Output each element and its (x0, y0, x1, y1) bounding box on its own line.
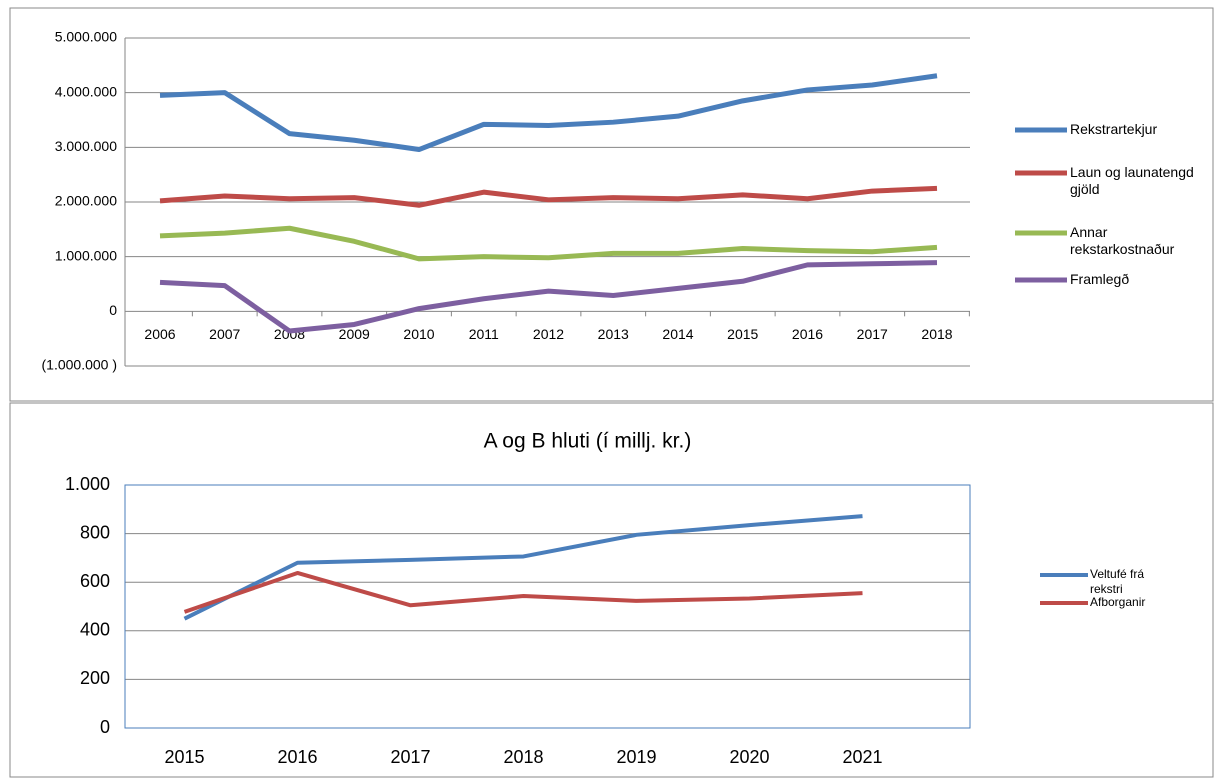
x-tick-label: 2015 (164, 747, 204, 767)
y-tick-label: 1.000 (65, 474, 110, 494)
y-tick-label: (1.000.000 ) (42, 357, 118, 373)
series-line (159, 73, 938, 153)
x-tick-label: 2009 (339, 326, 370, 342)
series-line (159, 225, 938, 262)
y-tick-label: 3.000.000 (55, 138, 117, 154)
x-tick-label: 2010 (403, 326, 434, 342)
y-tick-label: 4.000.000 (55, 83, 117, 99)
x-tick-label: 2016 (277, 747, 317, 767)
y-tick-label: 2.000.000 (55, 193, 117, 209)
y-tick-label: 5.000.000 (55, 29, 117, 45)
legend-label: Afborganir (1090, 595, 1146, 610)
y-tick-label: 200 (80, 668, 110, 688)
y-tick-label: 600 (80, 571, 110, 591)
y-tick-label: 0 (100, 717, 110, 737)
y-tick-label: 1.000.000 (55, 247, 117, 263)
x-tick-label: 2006 (144, 326, 175, 342)
chart-frame (9, 402, 1214, 778)
x-tick-label: 2007 (209, 326, 240, 342)
y-tick-label: 800 (80, 522, 110, 542)
series-line (183, 570, 863, 614)
series-line (159, 185, 938, 208)
legend-label: Framlegð (1070, 270, 1130, 287)
legend-label: Annar rekstarkostnaður (1070, 223, 1175, 258)
x-tick-label: 2019 (616, 747, 656, 767)
x-tick-label: 2020 (729, 747, 769, 767)
x-tick-label: 2011 (469, 326, 499, 342)
chart-frame (9, 7, 1214, 402)
x-tick-label: 2016 (792, 326, 823, 342)
x-tick-label: 2013 (598, 326, 629, 342)
x-tick-label: 2015 (727, 326, 758, 342)
y-tick-label: 0 (109, 302, 117, 318)
x-tick-label: 2012 (533, 326, 564, 342)
x-tick-label: 2014 (662, 326, 693, 342)
x-tick-label: 2017 (857, 326, 888, 342)
series-line (183, 514, 863, 621)
x-tick-label: 2018 (921, 326, 952, 342)
chart-title: A og B hluti (í millj. kr.) (484, 430, 692, 453)
legend-label: Rekstrartekjur (1070, 120, 1158, 137)
x-tick-label: 2017 (390, 747, 430, 767)
plot-border (124, 484, 971, 729)
y-tick-label: 400 (80, 620, 110, 640)
series-line (159, 260, 938, 334)
x-tick-label: 2018 (503, 747, 543, 767)
legend-label: Veltufé frá rekstri (1090, 567, 1145, 597)
legend-label: Laun og launatengd gjöld (1070, 163, 1194, 198)
x-tick-label: 2021 (842, 747, 882, 767)
